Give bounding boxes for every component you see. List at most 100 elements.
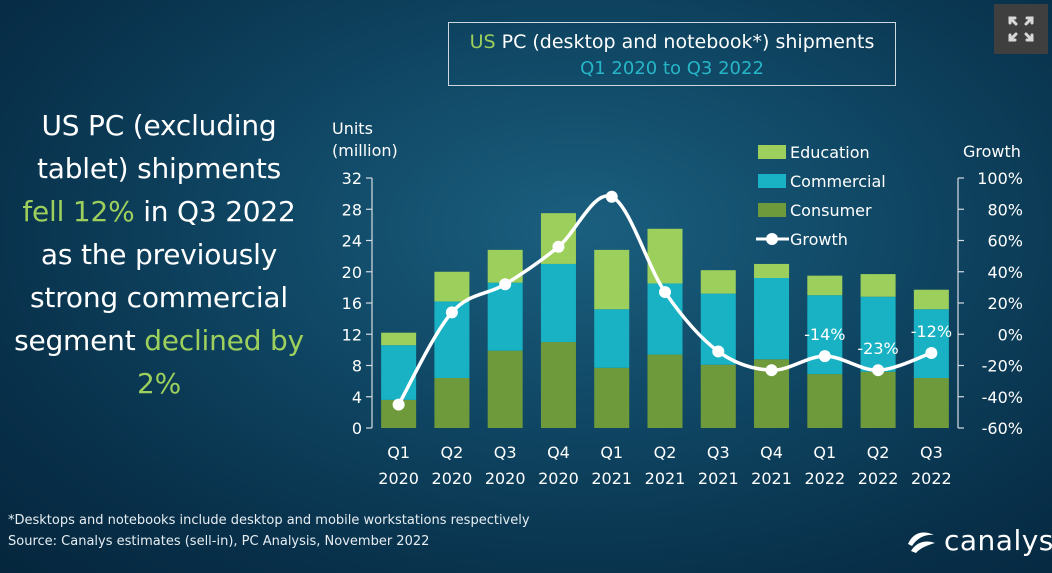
x-tick-label-quarter: Q2 bbox=[441, 443, 464, 462]
y-tick-label: 32 bbox=[342, 169, 362, 188]
bar-education-q4-2021 bbox=[754, 263, 790, 278]
growth-point bbox=[605, 190, 618, 203]
growth-data-label: -14% bbox=[804, 325, 845, 344]
bar-consumer-q3-2020 bbox=[487, 350, 523, 428]
bar-consumer-q1-2022 bbox=[807, 374, 843, 428]
y2-tick-label: 100% bbox=[977, 169, 1023, 188]
growth-point bbox=[445, 306, 458, 319]
bar-consumer-q2-2022 bbox=[860, 371, 896, 428]
chart-subtitle: Q1 2020 to Q3 2022 bbox=[580, 58, 764, 79]
bar-education-q1-2020 bbox=[381, 332, 417, 346]
y-tick-label: 8 bbox=[352, 357, 362, 376]
x-tick-label-year: 2022 bbox=[804, 469, 845, 488]
x-tick-label-quarter: Q4 bbox=[760, 443, 783, 462]
growth-point bbox=[659, 286, 671, 299]
chart-title-prefix: US bbox=[469, 31, 496, 53]
x-tick-label-quarter: Q2 bbox=[867, 443, 890, 462]
chart-title-rest: PC (desktop and notebook*) shipments bbox=[495, 31, 875, 53]
footnote-source: Source: Canalys estimates (sell-in), PC … bbox=[8, 534, 430, 549]
bar-consumer-q4-2020 bbox=[540, 342, 576, 428]
growth-point bbox=[765, 364, 778, 377]
y-tick-label: 24 bbox=[342, 232, 362, 251]
y2-tick-label: -60% bbox=[982, 419, 1023, 438]
footnote-line-1: *Desktops and notebooks include desktop … bbox=[8, 513, 530, 528]
x-tick-label-year: 2022 bbox=[858, 469, 899, 488]
y-tick-label: 4 bbox=[352, 388, 362, 407]
bar-commercial-q4-2020 bbox=[540, 263, 576, 343]
x-tick-label-quarter: Q3 bbox=[707, 443, 730, 462]
canalys-logo-text: canalys bbox=[944, 523, 1052, 557]
expand-button[interactable] bbox=[994, 4, 1048, 54]
y2-tick-label: 40% bbox=[987, 263, 1023, 282]
y-tick-label: 20 bbox=[342, 263, 362, 282]
headline-part-4: declined by 2% bbox=[136, 324, 304, 400]
x-tick-label-quarter: Q2 bbox=[654, 443, 677, 462]
headline-part-1: US PC (excluding tablet) shipments bbox=[36, 109, 282, 185]
x-tick-label-quarter: Q1 bbox=[600, 443, 623, 462]
y-tick-label: 12 bbox=[342, 325, 362, 344]
bar-education-q3-2022 bbox=[913, 289, 949, 310]
x-tick-label-year: 2020 bbox=[378, 469, 419, 488]
bar-education-q2-2022 bbox=[860, 274, 896, 297]
legend-label-growth: Growth bbox=[790, 230, 848, 249]
bar-commercial-q4-2021 bbox=[754, 278, 790, 360]
x-tick-label-quarter: Q4 bbox=[547, 443, 570, 462]
x-tick-label-year: 2021 bbox=[698, 469, 739, 488]
growth-point bbox=[872, 364, 885, 377]
x-tick-label-year: 2020 bbox=[485, 469, 526, 488]
headline-part-3: in Q3 2022 as the previously strong comm… bbox=[14, 195, 296, 357]
bar-education-q2-2020 bbox=[434, 271, 470, 302]
headline: US PC (excluding tablet) shipments fell … bbox=[14, 104, 304, 405]
x-tick-label-quarter: Q3 bbox=[494, 443, 517, 462]
growth-data-label: -12% bbox=[911, 322, 952, 341]
bar-education-q1-2022 bbox=[807, 275, 843, 296]
growth-point bbox=[925, 347, 938, 359]
bar-consumer-q1-2021 bbox=[594, 367, 630, 428]
x-tick-label-year: 2020 bbox=[538, 469, 579, 488]
x-tick-label-quarter: Q1 bbox=[387, 443, 410, 462]
bar-consumer-q2-2021 bbox=[647, 354, 683, 428]
legend-label-consumer: Consumer bbox=[790, 201, 872, 220]
bar-commercial-q3-2020 bbox=[487, 282, 523, 351]
legend-swatch-consumer bbox=[758, 203, 786, 217]
y2-tick-label: 80% bbox=[987, 200, 1023, 219]
y-tick-label: 16 bbox=[342, 294, 362, 313]
chart-title-box: US PC (desktop and notebook*) shipments … bbox=[448, 22, 896, 86]
y-axis-title-line: (million) bbox=[332, 141, 398, 160]
y2-tick-label: 60% bbox=[987, 232, 1023, 251]
canalys-logo-icon bbox=[908, 532, 935, 553]
y-tick-label: 28 bbox=[342, 200, 362, 219]
y2-tick-label: -40% bbox=[982, 388, 1023, 407]
legend-swatch-growth-point bbox=[766, 233, 778, 245]
growth-point bbox=[392, 398, 405, 411]
x-tick-label-year: 2020 bbox=[432, 469, 473, 488]
growth-point bbox=[818, 350, 831, 363]
canalys-logo: canalys bbox=[904, 522, 1052, 558]
y-tick-label: 0 bbox=[352, 419, 362, 438]
x-tick-label-year: 2022 bbox=[911, 469, 952, 488]
y2-tick-label: 0% bbox=[998, 325, 1023, 344]
bar-education-q3-2021 bbox=[700, 270, 736, 294]
y2-axis-title: Growth bbox=[963, 142, 1021, 161]
bar-education-q1-2021 bbox=[594, 249, 630, 310]
x-tick-label-quarter: Q1 bbox=[813, 443, 836, 462]
bar-consumer-q3-2021 bbox=[700, 364, 736, 428]
legend-label-education: Education bbox=[790, 143, 870, 162]
legend-swatch-commercial bbox=[758, 174, 786, 188]
y2-tick-label: -20% bbox=[982, 357, 1023, 376]
growth-point bbox=[499, 278, 512, 291]
growth-data-label: -23% bbox=[857, 339, 898, 358]
chart-title: US PC (desktop and notebook*) shipments bbox=[449, 31, 895, 53]
footnote: *Desktops and notebooks include desktop … bbox=[8, 510, 530, 552]
growth-point bbox=[712, 345, 725, 358]
x-tick-label-year: 2021 bbox=[751, 469, 792, 488]
expand-arrows-icon bbox=[1008, 16, 1034, 42]
bar-commercial-q2-2022 bbox=[860, 296, 896, 372]
headline-part-2: fell 12% bbox=[22, 195, 135, 228]
bar-consumer-q2-2020 bbox=[434, 378, 470, 428]
bar-commercial-q1-2020 bbox=[381, 345, 417, 400]
x-tick-label-year: 2021 bbox=[591, 469, 632, 488]
legend-swatch-education bbox=[758, 145, 786, 159]
x-tick-label-quarter: Q3 bbox=[920, 443, 943, 462]
